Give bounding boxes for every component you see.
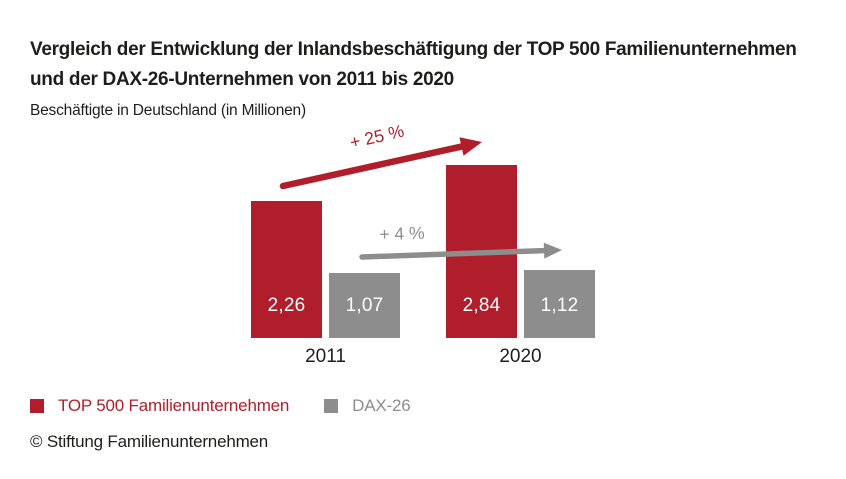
- legend-item-top500: TOP 500 Familienunternehmen: [30, 396, 289, 416]
- bar-top500-2020: 2,84: [446, 165, 517, 338]
- legend-label-dax26: DAX-26: [352, 396, 411, 415]
- bar-value-top500-2020: 2,84: [462, 295, 501, 316]
- bar-value-top500-2011: 2,26: [267, 295, 306, 316]
- copyright-notice: © Stiftung Familienunternehmen: [30, 432, 269, 451]
- legend-swatch-red: [30, 399, 44, 413]
- trend-label-top500: + 25 %: [347, 120, 406, 153]
- legend-item-dax26: DAX-26: [324, 396, 411, 416]
- bar-dax26-2020: 1,12: [524, 270, 595, 338]
- bar-dax26-2011: 1,07: [329, 273, 400, 338]
- bar-top500-2011: 2,26: [251, 201, 322, 338]
- trend-label-dax26: + 4 %: [379, 222, 425, 245]
- category-label-2020: 2020: [499, 346, 542, 367]
- legend-swatch-gray: [324, 399, 339, 413]
- category-label-2011: 2011: [305, 346, 346, 367]
- bar-value-dax26-2011: 1,07: [345, 295, 384, 316]
- chart-title: Vergleich der Entwicklung der Inlandsbes…: [30, 38, 797, 90]
- bar-value-dax26-2020: 1,12: [540, 295, 579, 316]
- chart-subtitle: Beschäftigte in Deutschland (in Millione…: [30, 101, 306, 119]
- legend-label-top500: TOP 500 Familienunternehmen: [58, 396, 290, 415]
- legend: TOP 500 Familienunternehmen DAX-26: [30, 396, 411, 416]
